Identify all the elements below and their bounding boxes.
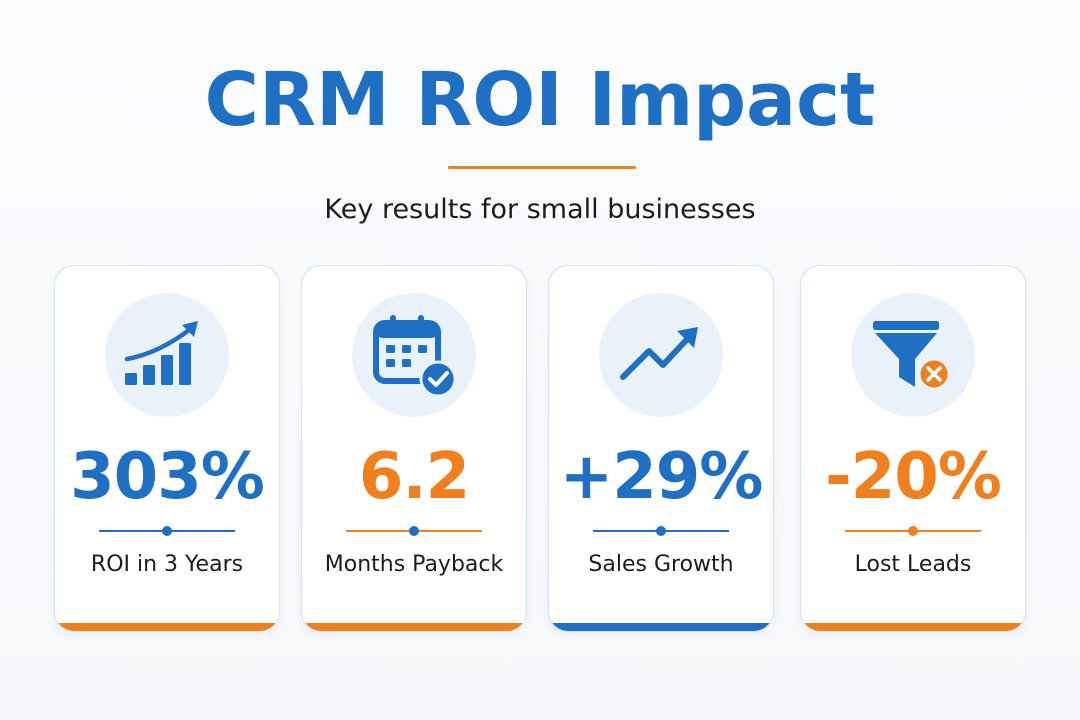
stat-card-lost-leads: -20% Lost Leads: [800, 265, 1026, 632]
stat-card-roi: 303% ROI in 3 Years: [54, 265, 280, 632]
title-underline: [448, 166, 636, 169]
stat-label: Lost Leads: [854, 552, 972, 577]
stat-divider: [99, 526, 235, 536]
bar-chart-growth-icon: [124, 321, 198, 385]
card-accent-bar: [302, 623, 526, 631]
funnel-x-icon: [873, 321, 951, 391]
stat-card-sales-growth: +29% Sales Growth: [548, 265, 774, 632]
card-accent-bar: [55, 623, 279, 631]
icon-circle: [352, 293, 476, 417]
stat-label: Months Payback: [324, 552, 504, 577]
trend-up-arrow-icon: [620, 327, 698, 380]
stat-divider: [845, 526, 981, 536]
stat-value: 303%: [70, 440, 265, 514]
stat-value: +29%: [559, 440, 764, 514]
page-title: CRM ROI Impact: [204, 57, 876, 143]
page-subtitle: Key results for small businesses: [324, 194, 756, 225]
stat-label: Sales Growth: [588, 552, 734, 577]
icon-circle: [851, 293, 975, 417]
stat-value: -20%: [825, 440, 1002, 514]
stat-divider: [346, 526, 482, 536]
stat-label: ROI in 3 Years: [90, 552, 244, 577]
icon-circle: [599, 293, 723, 417]
calendar-check-icon: [373, 315, 457, 398]
icon-circle: [105, 293, 229, 417]
card-accent-bar: [549, 623, 773, 631]
stat-card-payback: 6.2 Months Payback: [301, 265, 527, 632]
stat-value: 6.2: [358, 440, 470, 514]
card-accent-bar: [801, 623, 1025, 631]
stat-divider: [593, 526, 729, 536]
